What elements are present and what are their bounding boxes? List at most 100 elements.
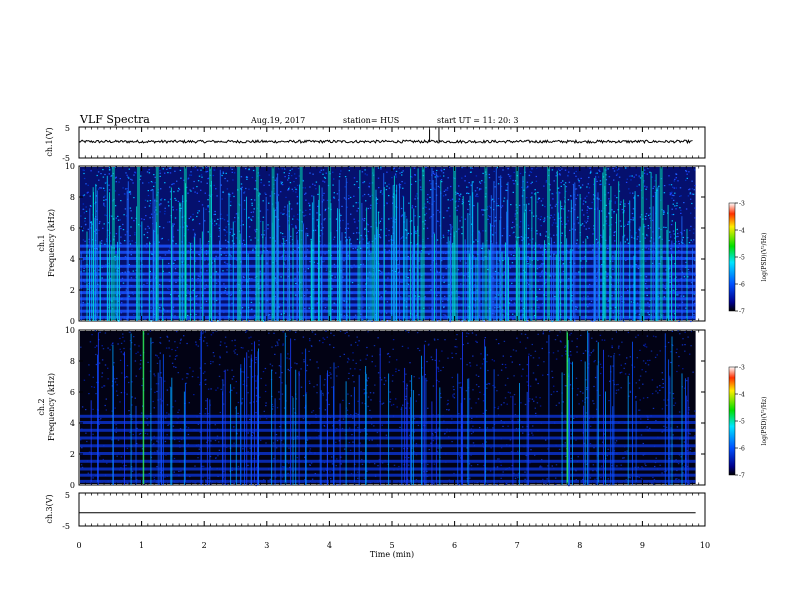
noise-speckle <box>194 465 196 467</box>
noise-speckle <box>177 190 179 192</box>
noise-speckle <box>93 270 95 272</box>
noise-speckle <box>551 370 553 372</box>
noise-speckle <box>180 177 182 179</box>
noise-speckle <box>539 466 541 468</box>
noise-speckle <box>280 232 282 234</box>
noise-speckle <box>115 424 117 426</box>
noise-speckle <box>612 312 615 314</box>
noise-speckle <box>555 477 557 479</box>
noise-speckle <box>586 220 589 222</box>
noise-speckle <box>672 434 674 436</box>
noise-speckle <box>164 182 166 184</box>
noise-speckle <box>291 208 293 210</box>
noise-speckle <box>298 230 300 232</box>
noise-speckle <box>494 296 497 298</box>
bright-column <box>371 167 375 320</box>
noise-speckle <box>205 379 207 381</box>
noise-speckle <box>522 426 524 428</box>
noise-speckle <box>427 237 429 240</box>
noise-speckle <box>181 276 183 278</box>
noise-speckle <box>540 247 542 249</box>
noise-speckle <box>190 248 193 250</box>
noise-speckle <box>126 376 129 378</box>
noise-speckle <box>536 306 538 309</box>
noise-speckle <box>276 341 278 343</box>
noise-speckle <box>467 208 469 211</box>
noise-speckle <box>630 235 633 237</box>
noise-speckle <box>219 344 222 346</box>
noise-speckle <box>187 192 189 194</box>
sferic-streak <box>564 185 566 321</box>
noise-speckle <box>494 270 497 273</box>
noise-speckle <box>447 210 449 212</box>
noise-speckle <box>630 175 632 177</box>
noise-speckle <box>560 182 562 184</box>
noise-speckle <box>355 202 357 204</box>
noise-speckle <box>183 335 185 337</box>
sferic-streak <box>239 233 241 321</box>
sferic-streak <box>598 246 600 321</box>
noise-speckle <box>128 271 130 273</box>
noise-speckle <box>621 371 623 373</box>
noise-speckle <box>562 263 564 265</box>
noise-speckle <box>150 213 153 215</box>
noise-speckle <box>260 179 262 181</box>
noise-speckle <box>442 300 444 302</box>
noise-speckle <box>381 218 383 220</box>
noise-speckle <box>623 210 625 212</box>
noise-speckle <box>567 220 569 222</box>
noise-speckle <box>393 193 395 195</box>
noise-speckle <box>207 259 209 261</box>
noise-speckle <box>613 234 615 236</box>
noise-speckle <box>486 206 489 208</box>
noise-speckle <box>451 226 454 228</box>
noise-speckle <box>542 198 544 200</box>
noise-speckle <box>554 205 557 207</box>
sferic-streak <box>413 208 415 321</box>
noise-speckle <box>234 345 236 347</box>
noise-speckle <box>174 197 176 200</box>
noise-speckle <box>278 306 280 308</box>
noise-speckle <box>391 177 393 179</box>
noise-speckle <box>595 277 597 279</box>
noise-speckle <box>296 363 298 365</box>
noise-speckle <box>190 190 192 192</box>
noise-speckle <box>676 478 678 480</box>
noise-speckle <box>296 184 299 186</box>
noise-speckle <box>551 207 553 209</box>
noise-speckle <box>400 408 402 410</box>
noise-speckle <box>362 182 364 184</box>
noise-speckle <box>204 484 206 486</box>
noise-speckle <box>192 370 194 372</box>
noise-speckle <box>291 396 293 398</box>
noise-speckle <box>132 270 134 272</box>
noise-speckle <box>488 205 491 207</box>
noise-speckle <box>648 214 650 216</box>
bright-column <box>327 167 331 320</box>
noise-speckle <box>574 320 576 322</box>
noise-speckle <box>323 470 325 472</box>
noise-speckle <box>684 277 687 280</box>
noise-speckle <box>159 226 161 228</box>
noise-speckle <box>291 188 293 190</box>
sferic-streak <box>92 187 94 321</box>
noise-speckle <box>466 192 468 194</box>
noise-speckle <box>509 177 512 179</box>
noise-speckle <box>587 295 589 297</box>
noise-speckle <box>118 194 120 196</box>
noise-speckle <box>576 218 578 220</box>
noise-speckle <box>694 302 696 304</box>
noise-speckle <box>168 249 170 251</box>
noise-speckle <box>449 321 451 323</box>
noise-speckle <box>618 190 621 192</box>
noise-speckle <box>578 403 580 405</box>
noise-speckle <box>671 208 673 210</box>
noise-speckle <box>630 301 633 303</box>
noise-speckle <box>592 400 594 402</box>
noise-speckle <box>686 173 688 175</box>
noise-speckle <box>625 181 628 183</box>
noise-speckle <box>446 210 448 212</box>
noise-speckle <box>245 187 247 190</box>
noise-speckle <box>685 261 687 263</box>
noise-speckle <box>280 212 282 214</box>
